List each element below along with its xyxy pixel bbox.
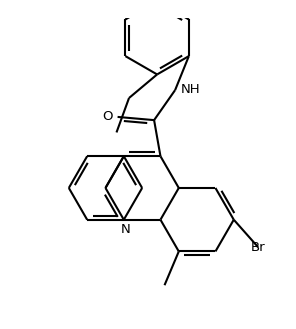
Text: N: N xyxy=(120,223,130,236)
Text: O: O xyxy=(103,110,113,122)
Text: NH: NH xyxy=(180,83,200,96)
Text: Br: Br xyxy=(251,240,266,254)
